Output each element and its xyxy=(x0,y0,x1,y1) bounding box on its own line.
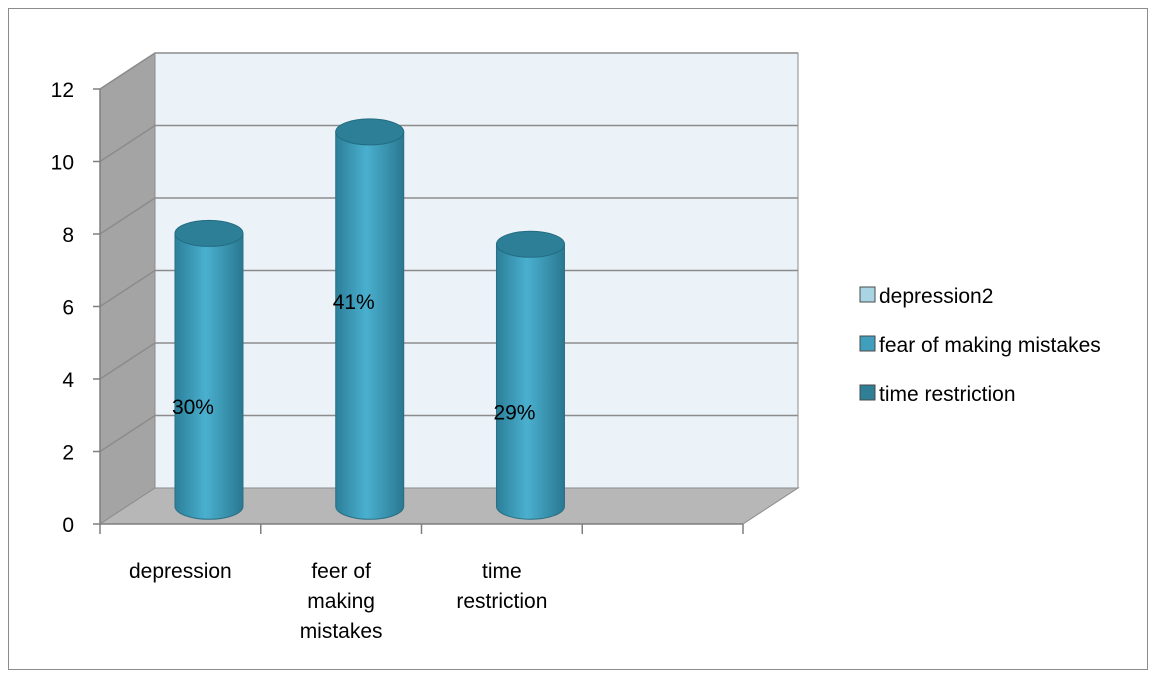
bar-body xyxy=(495,243,565,520)
bar-body xyxy=(335,131,405,520)
y-tick-label: 8 xyxy=(62,224,74,247)
y-tick-label: 0 xyxy=(62,514,74,537)
x-category-label: time restriction xyxy=(456,560,547,613)
legend-swatch xyxy=(859,335,876,352)
gridline-side xyxy=(99,414,156,453)
legend-label: fear of making mistakes xyxy=(879,334,1101,357)
bar: 30% xyxy=(172,219,244,520)
x-category-label: feer of making mistakes xyxy=(300,560,383,643)
y-axis: 0 2 4 6 8 10 12 xyxy=(51,79,101,537)
gridline-side xyxy=(99,342,156,380)
y-tick-label: 4 xyxy=(62,369,74,392)
gridlines xyxy=(99,52,798,453)
gridline-side xyxy=(99,269,156,308)
x-axis: depression feer of making mistakes time restr… xyxy=(99,523,744,643)
y-tick-label: 12 xyxy=(51,79,74,102)
legend-label: depression2 xyxy=(879,285,993,308)
bar-top xyxy=(495,230,565,258)
gridline-side xyxy=(99,52,156,90)
bar: 41% xyxy=(333,118,405,520)
legend-swatch xyxy=(859,286,876,303)
legend-swatch xyxy=(859,384,876,401)
legend: depression2 fear of making mistakes time r… xyxy=(859,285,1101,406)
gridline-side xyxy=(99,124,156,163)
data-label: 30% xyxy=(172,396,214,419)
y-tick-label: 2 xyxy=(62,442,74,465)
data-label: 29% xyxy=(493,401,535,424)
bar-body xyxy=(174,232,244,520)
y-tick-label: 10 xyxy=(51,152,74,175)
bar-top xyxy=(335,118,405,146)
data-label: 41% xyxy=(333,291,375,314)
gridline-side xyxy=(99,197,156,235)
x-category-label: depression xyxy=(129,560,232,583)
bar-top xyxy=(174,219,244,247)
bar: 29% xyxy=(493,230,565,520)
bars: 30% 41% 29% xyxy=(172,118,565,520)
y-tick-label: 6 xyxy=(62,297,74,320)
legend-label: time restriction xyxy=(879,383,1016,406)
